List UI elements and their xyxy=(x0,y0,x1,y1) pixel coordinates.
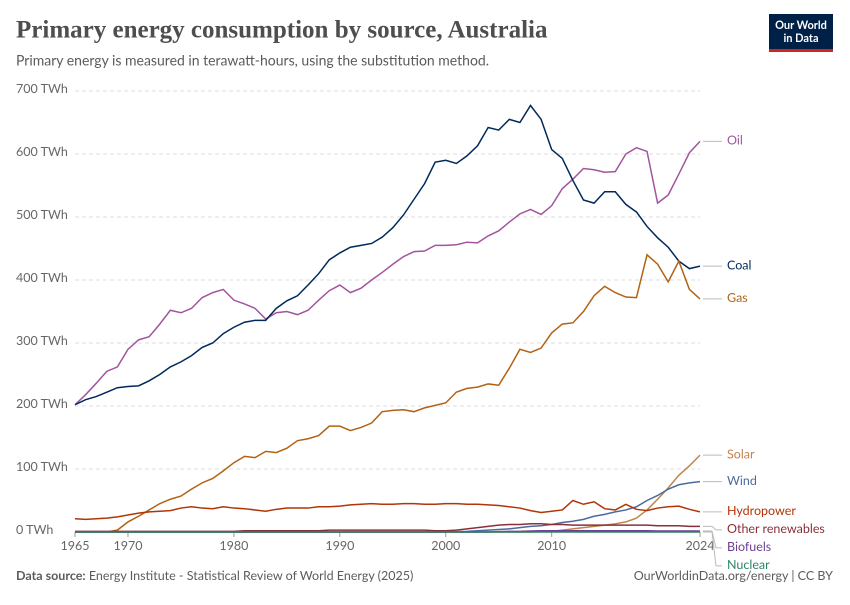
y-tick-label: 300 TWh xyxy=(16,333,68,348)
series-label: Gas xyxy=(727,290,748,305)
y-tick-label: 600 TWh xyxy=(16,144,68,159)
logo-text: in Data xyxy=(783,32,818,45)
logo[interactable]: Our World in Data xyxy=(769,14,833,52)
series-line xyxy=(75,454,701,533)
x-tick-label: 2000 xyxy=(431,538,460,553)
logo-box xyxy=(769,14,833,50)
series-label: Nuclear xyxy=(727,557,770,572)
y-tick-label: 700 TWh xyxy=(16,81,68,96)
y-tick-label: 100 TWh xyxy=(16,459,68,474)
chart-subtitle: Primary energy is measured in terawatt-h… xyxy=(16,52,489,69)
source: Data source: Energy Institute - Statisti… xyxy=(16,568,413,583)
x-tick-label: 1965 xyxy=(61,538,90,553)
series-line xyxy=(74,499,701,521)
series-line xyxy=(74,104,701,406)
logo-underline xyxy=(769,49,833,52)
series-label: Solar xyxy=(727,446,755,461)
series-label: Coal xyxy=(727,257,752,272)
y-tick-label: 500 TWh xyxy=(16,207,68,222)
label-leader xyxy=(703,530,722,549)
source-text: Energy Institute - Statistical Review of… xyxy=(89,568,413,583)
y-tick-label: 400 TWh xyxy=(16,270,68,285)
series-label: Oil xyxy=(727,133,743,148)
label-leader xyxy=(703,531,722,567)
source-label: Data source: xyxy=(16,568,86,583)
chart-title: Primary energy consumption by source, Au… xyxy=(16,17,548,44)
x-tick-label: 1980 xyxy=(219,538,248,553)
x-tick-label: 2024 xyxy=(686,538,715,553)
x-tick-label: 2010 xyxy=(537,538,566,553)
x-tick-label: 1970 xyxy=(113,538,142,553)
series-label: Other renewables xyxy=(727,521,825,536)
series-label: Hydropower xyxy=(727,503,796,518)
y-tick-label: 0 TWh xyxy=(16,522,53,537)
footer-link[interactable]: OurWorldinData.org/energy | CC BY xyxy=(634,568,833,583)
series-label: Wind xyxy=(727,473,757,488)
x-tick-label: 1990 xyxy=(325,538,354,553)
series-line xyxy=(75,253,701,533)
series-label: Biofuels xyxy=(727,539,771,554)
series-line xyxy=(74,140,701,406)
y-tick-label: 200 TWh xyxy=(16,396,68,411)
label-leader xyxy=(703,525,722,531)
logo-text: Our World xyxy=(775,19,827,32)
